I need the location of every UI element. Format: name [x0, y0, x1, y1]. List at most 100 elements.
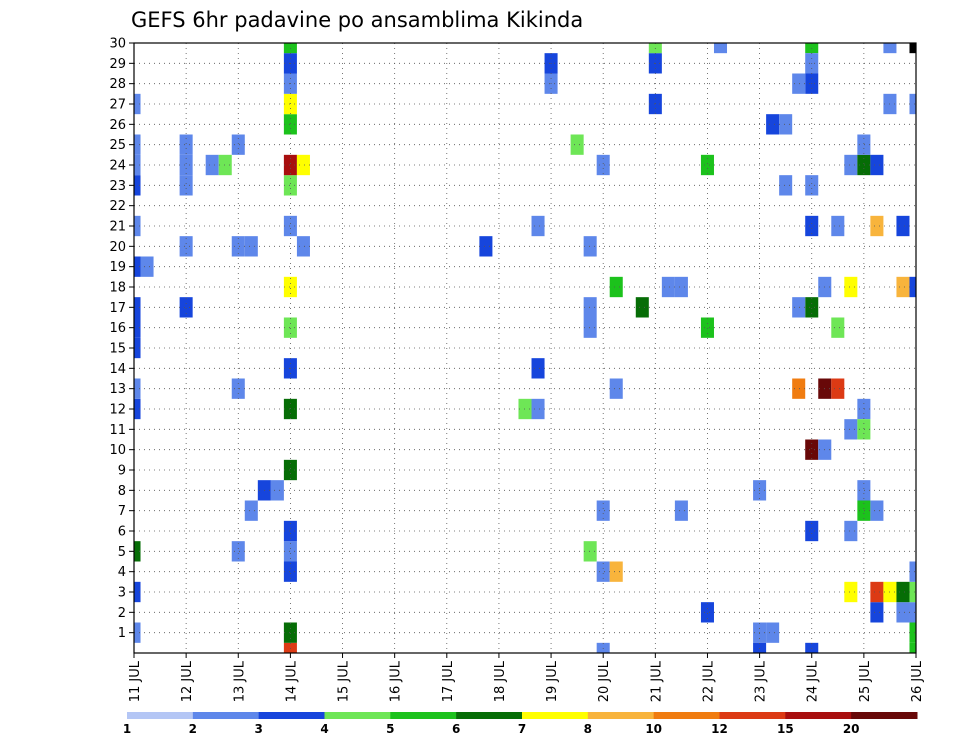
precip-cell — [134, 581, 141, 603]
precip-cell — [283, 520, 297, 542]
precip-cell — [805, 642, 819, 653]
precip-cell — [844, 276, 858, 298]
x-tick-label: 26 JUL — [910, 660, 925, 702]
y-tick-label: 19 — [109, 260, 126, 275]
precip-cell — [596, 561, 610, 582]
legend-label: 20 — [843, 722, 860, 736]
y-tick-label: 25 — [109, 138, 126, 153]
precip-cell — [792, 297, 806, 318]
x-tick-label: 11 JUL — [128, 660, 143, 702]
legend-swatch — [522, 712, 589, 719]
legend-label: 10 — [645, 722, 662, 736]
precip-cell — [700, 317, 714, 338]
precip-cell — [283, 622, 297, 643]
precip-cell — [896, 602, 910, 623]
y-tick-label: 10 — [109, 443, 126, 458]
legend-label: 5 — [386, 722, 394, 736]
legend-swatch — [127, 712, 194, 719]
x-tick-label: 12 JUL — [180, 660, 195, 702]
precip-cell — [231, 541, 245, 562]
x-tick-label: 22 JUL — [701, 660, 716, 702]
precip-cell — [283, 175, 297, 196]
precip-cell — [479, 236, 493, 257]
y-tick-label: 24 — [109, 159, 126, 174]
precip-cell — [870, 215, 884, 237]
precip-cell — [283, 215, 297, 237]
precip-cell — [831, 378, 845, 399]
precip-cell — [805, 215, 819, 237]
x-tick-label: 21 JUL — [649, 660, 664, 702]
y-axis-ticks: 1234567891011121314151617181920212223242… — [109, 37, 134, 641]
precip-cell — [857, 500, 871, 521]
x-tick-label: 15 JUL — [337, 660, 352, 702]
precip-cell — [844, 154, 858, 176]
precip-cell — [134, 541, 141, 562]
precip-cell — [531, 358, 545, 379]
precip-cell — [870, 154, 884, 176]
precip-cell — [179, 154, 193, 176]
legend-swatch — [324, 712, 391, 719]
precip-cell — [779, 175, 793, 196]
color-legend: 1 2 3 4 5 6 7 8 10 12 15 20 — [123, 712, 918, 736]
x-tick-label: 17 JUL — [441, 660, 456, 702]
precip-cell — [531, 215, 545, 237]
y-tick-label: 3 — [118, 586, 126, 601]
precip-cell — [283, 642, 297, 653]
precip-cell — [205, 154, 219, 176]
precip-cell — [896, 581, 910, 603]
precip-cell — [609, 378, 623, 399]
precip-cell — [296, 236, 310, 257]
y-tick-label: 13 — [109, 382, 126, 397]
precip-cell — [805, 175, 819, 196]
y-tick-label: 2 — [118, 606, 126, 621]
precip-cell — [909, 43, 916, 54]
precip-cell — [831, 215, 845, 237]
precip-cell — [896, 215, 910, 237]
x-tick-label: 19 JUL — [545, 660, 560, 702]
precip-cell — [700, 602, 714, 623]
legend-swatch — [785, 712, 852, 719]
y-tick-label: 1 — [118, 626, 126, 641]
precip-cell — [596, 500, 610, 521]
precip-cell — [844, 520, 858, 542]
y-tick-label: 17 — [109, 301, 126, 316]
precip-cell — [857, 154, 871, 176]
precip-cell — [134, 256, 141, 277]
precip-cell — [134, 378, 141, 399]
precip-cell — [844, 419, 858, 440]
y-tick-label: 6 — [118, 525, 126, 540]
precip-cell — [831, 317, 845, 338]
y-tick-label: 18 — [109, 281, 126, 296]
precip-cell — [531, 398, 545, 420]
x-tick-label: 16 JUL — [389, 660, 404, 702]
y-tick-label: 9 — [118, 464, 126, 479]
legend-label: 12 — [711, 722, 728, 736]
precip-cell — [766, 114, 780, 135]
precip-cell — [244, 500, 258, 521]
y-tick-label: 22 — [109, 199, 126, 214]
precip-cell — [296, 154, 310, 176]
y-tick-label: 8 — [118, 484, 126, 499]
legend-swatch — [258, 712, 325, 719]
precip-cell — [909, 622, 916, 643]
precip-cell — [857, 419, 871, 440]
y-tick-label: 11 — [109, 423, 126, 438]
precip-cell — [766, 622, 780, 643]
y-tick-label: 16 — [109, 321, 126, 336]
precip-cell — [779, 114, 793, 135]
precip-cell — [896, 276, 910, 298]
y-tick-label: 5 — [118, 545, 126, 560]
legend-swatch — [587, 712, 655, 719]
y-tick-label: 28 — [109, 77, 126, 92]
precip-cell — [753, 642, 767, 653]
y-tick-label: 21 — [109, 220, 126, 235]
precip-cell — [909, 561, 916, 582]
y-tick-label: 20 — [109, 240, 126, 255]
precip-cell — [909, 602, 916, 623]
legend-label: 6 — [452, 722, 460, 736]
precip-cell — [635, 297, 649, 318]
legend-swatch — [653, 712, 720, 719]
precip-cell — [909, 276, 916, 298]
precip-cell — [231, 236, 245, 257]
